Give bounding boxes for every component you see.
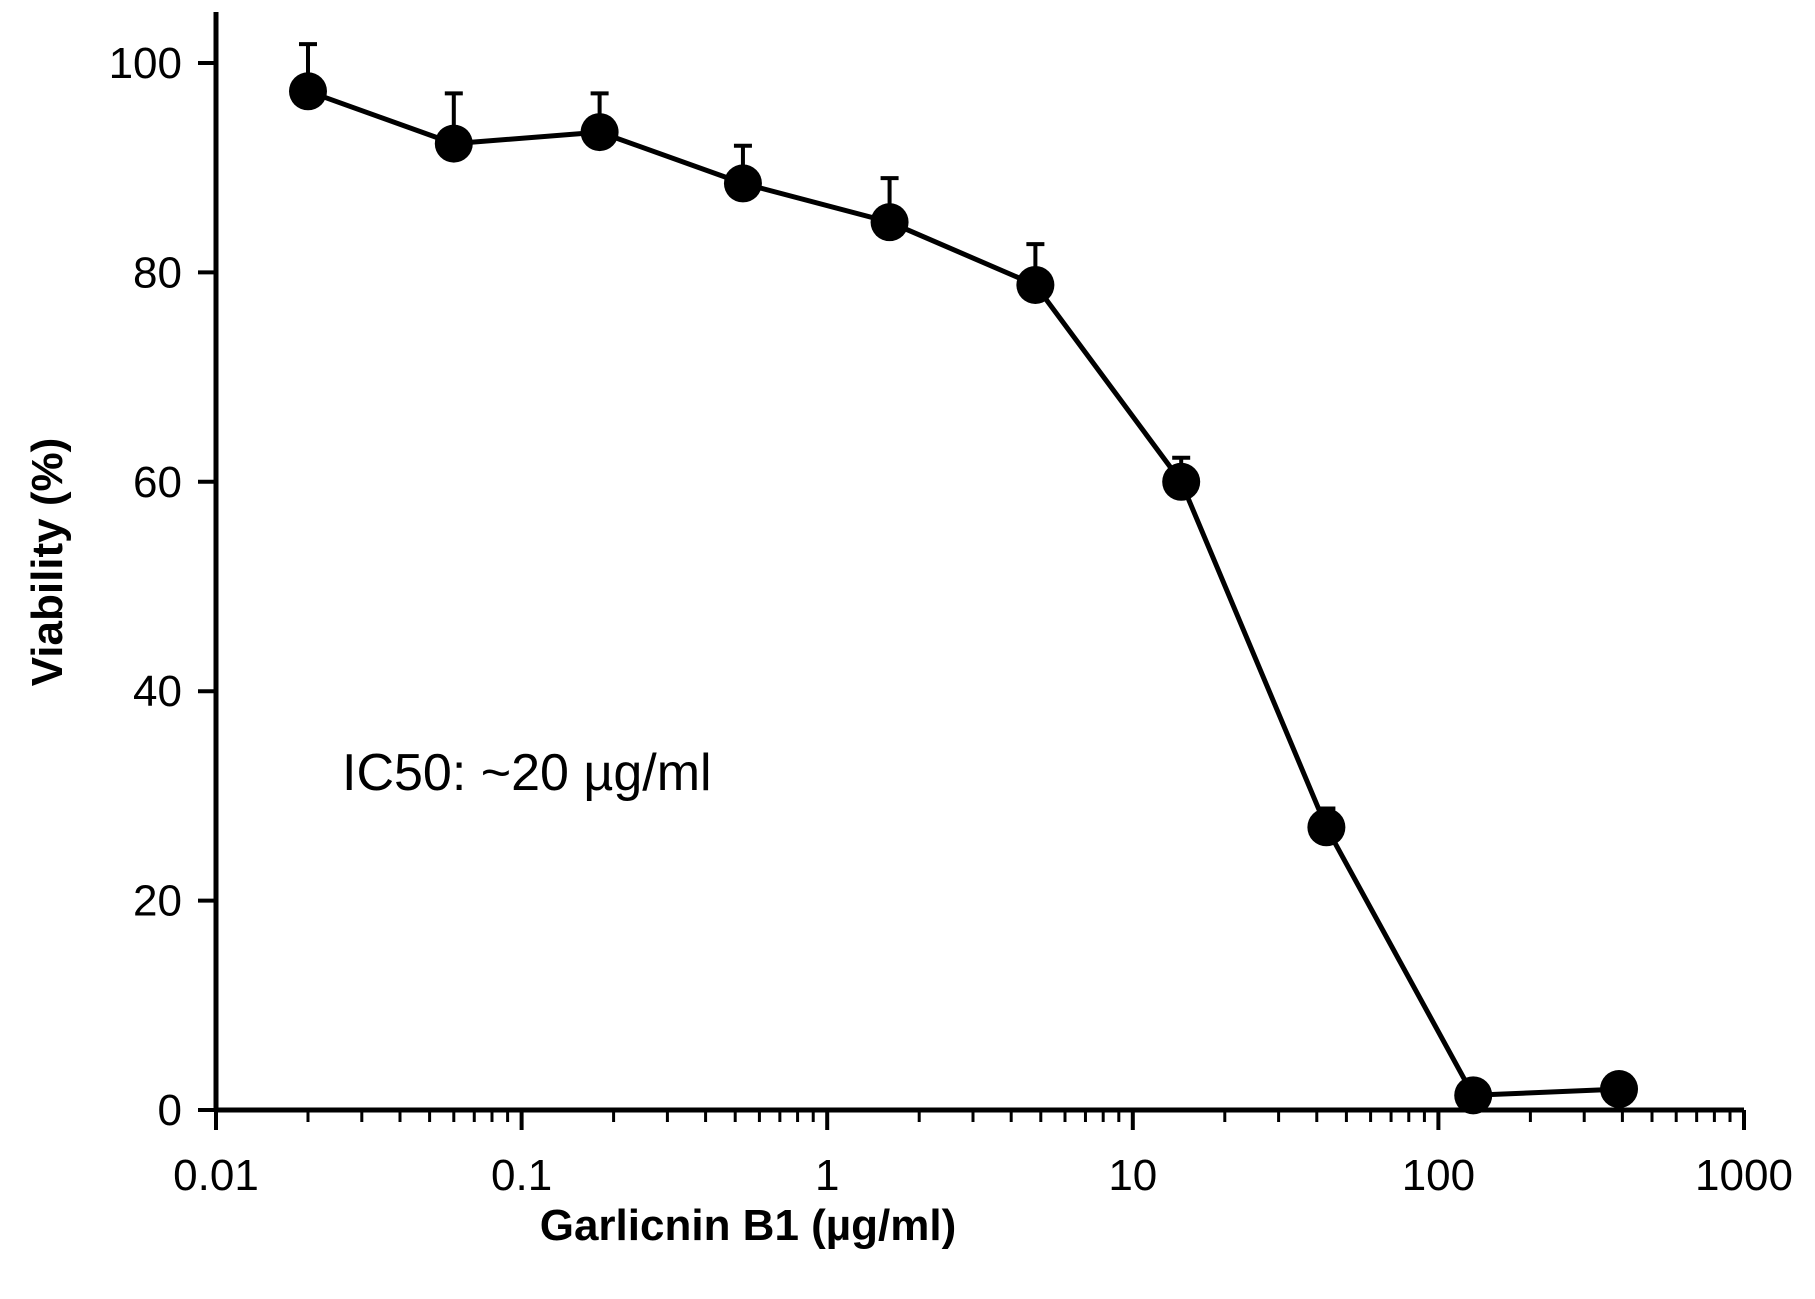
data-series (288, 72, 1639, 1115)
data-point (1162, 462, 1201, 501)
x-tick-label: 1 (815, 1151, 839, 1200)
data-point (723, 164, 762, 203)
y-tick-label: 100 (109, 39, 182, 88)
data-point (1454, 1076, 1493, 1115)
y-tick-label: 0 (158, 1086, 182, 1135)
series-line (307, 88, 1620, 1098)
y-tick-label: 60 (133, 458, 182, 507)
data-point (1307, 808, 1346, 847)
data-point (580, 113, 619, 152)
x-axis-title: Garlicnin B1 (µg/ml) (540, 1201, 957, 1250)
y-axis-title: Viability (%) (23, 438, 72, 687)
axes (213, 12, 1744, 1113)
data-point (434, 124, 473, 163)
x-axis-ticks: 0.01 0.1 1 10 100 1000 (173, 1110, 1793, 1200)
x-tick-label: 10 (1108, 1151, 1157, 1200)
data-point (1016, 265, 1055, 304)
ic50-annotation: IC50: ~20 µg/ml (342, 744, 712, 802)
y-tick-label: 80 (133, 248, 182, 297)
x-tick-label: 100 (1402, 1151, 1475, 1200)
x-tick-label: 0.1 (491, 1151, 552, 1200)
y-axis-ticks: 0 20 40 60 80 100 (109, 39, 216, 1135)
data-point (1600, 1070, 1639, 1109)
x-tick-label: 0.01 (173, 1151, 259, 1200)
y-tick-label: 40 (133, 667, 182, 716)
y-tick-label: 20 (133, 877, 182, 926)
data-point (870, 203, 909, 242)
data-point (288, 72, 327, 111)
x-tick-label: 1000 (1695, 1151, 1793, 1200)
